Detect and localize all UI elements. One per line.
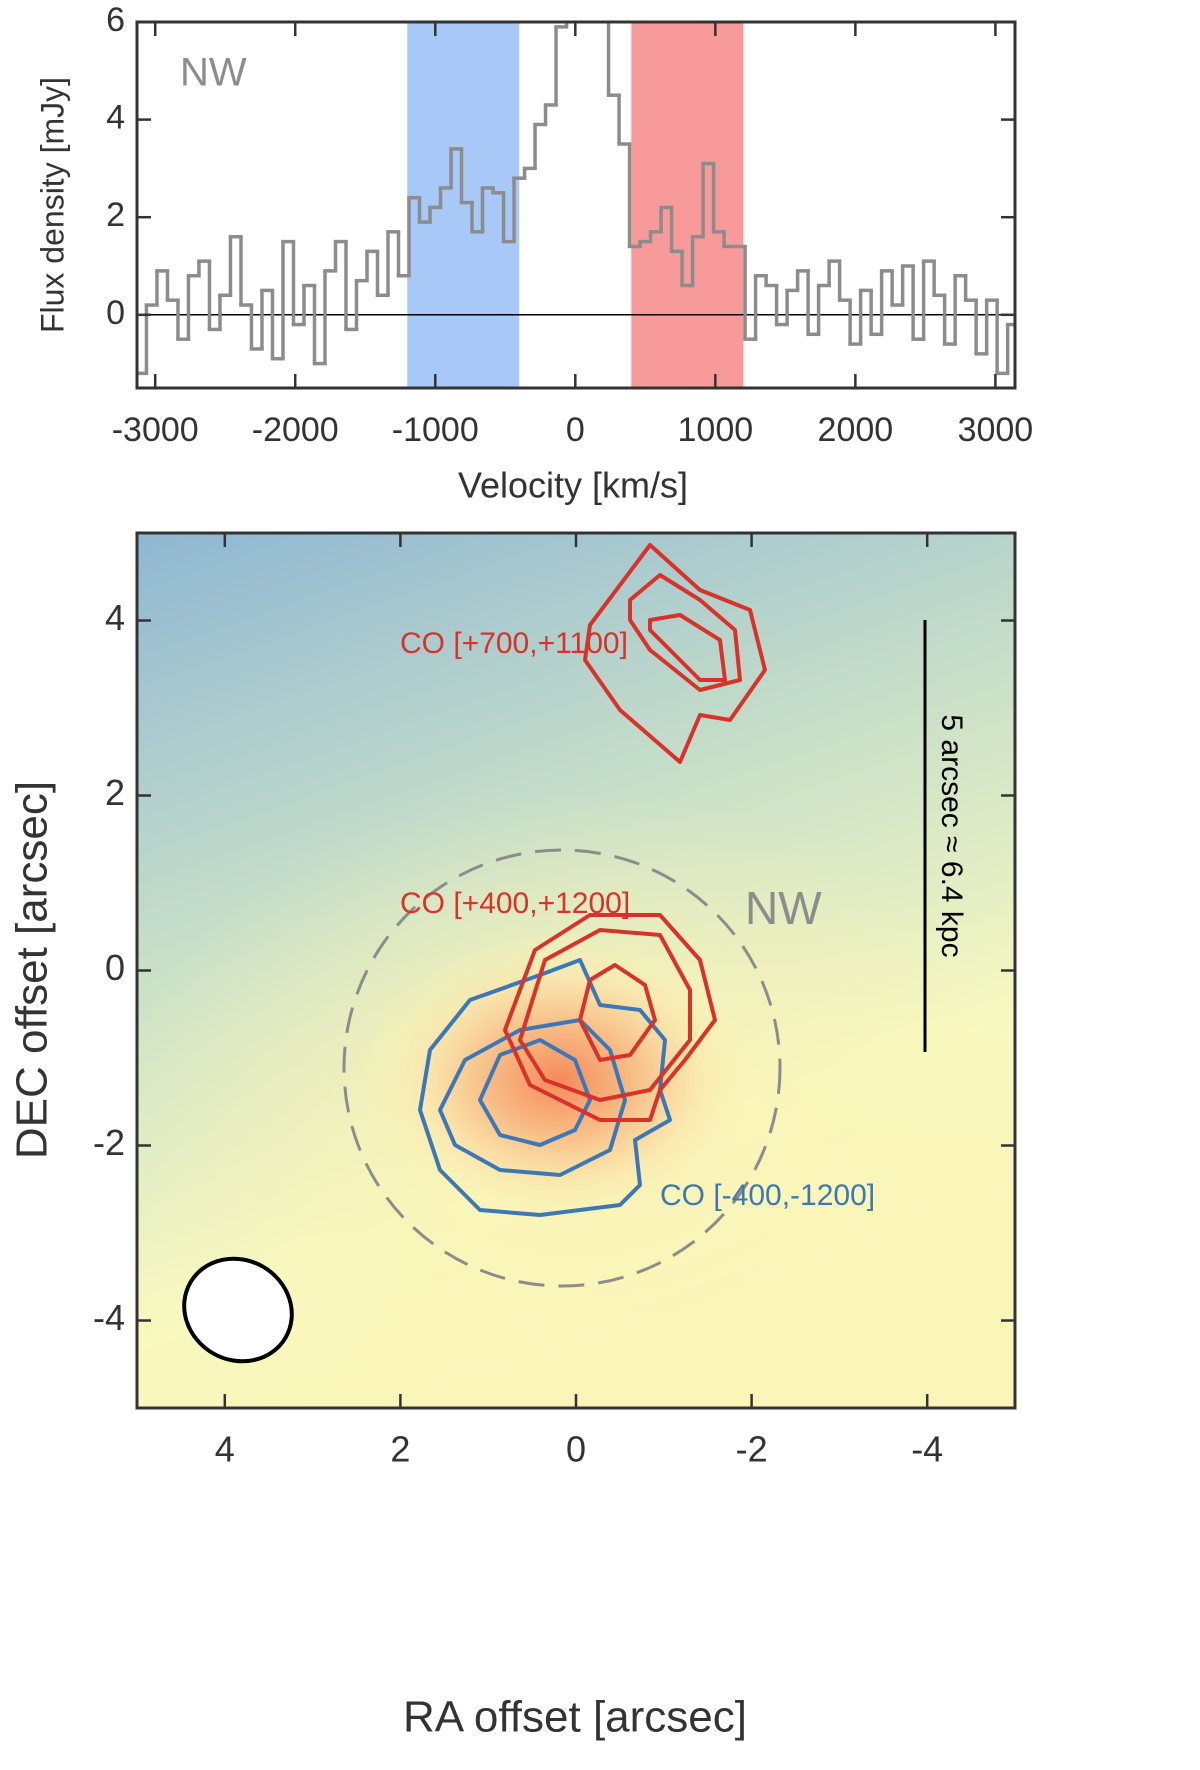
x-tick-label: -2 — [736, 1429, 768, 1470]
y-tick-label: 2 — [106, 196, 125, 234]
x-tick-label: 0 — [566, 411, 585, 449]
y-tick-label: 4 — [106, 99, 125, 137]
contour — [628, 573, 742, 692]
beam — [182, 1256, 294, 1364]
axes-frame — [135, 531, 1017, 1410]
map-panel: CO [+700,+1100] CO [+400,+1200] CO [-400… — [8, 531, 1017, 1742]
x-tick-label: 2000 — [818, 411, 894, 449]
annotation: CO [+400,+1200] — [400, 887, 630, 920]
x-tick-label: 3000 — [958, 411, 1034, 449]
x-axis-label: RA offset [arcsec] — [403, 1693, 747, 1742]
aperture — [342, 848, 782, 1288]
x-tick-label: 1000 — [678, 411, 754, 449]
velocity-band — [631, 22, 744, 388]
annotation: CO [+700,+1100] — [400, 627, 628, 660]
map-image — [137, 533, 1015, 1408]
contour — [578, 963, 657, 1062]
contour — [503, 913, 717, 1122]
scale-label: 5 arcsec ≈ 6.4 kpc — [935, 714, 968, 957]
emission — [360, 930, 760, 1230]
x-tick-label: 0 — [566, 1429, 586, 1470]
contours — [418, 543, 767, 1217]
axes-frame — [135, 20, 1017, 390]
plot-area — [137, 22, 1015, 388]
annotation: NW — [180, 51, 247, 95]
x-tick-label: -2000 — [252, 411, 339, 449]
velocity-band — [407, 22, 520, 388]
x-tick-label: -4 — [911, 1429, 943, 1470]
y-tick-label: 4 — [105, 597, 125, 638]
y-tick-label: 6 — [106, 1, 125, 39]
x-tick-label: 4 — [215, 1429, 235, 1470]
x-axis-label: Velocity [km/s] — [458, 465, 688, 506]
annotation: CO [-400,-1200] — [660, 1179, 875, 1212]
contour — [438, 1018, 627, 1177]
y-tick-label: 0 — [106, 294, 125, 332]
y-tick-label: 0 — [105, 947, 125, 988]
x-tick-label: -1000 — [392, 411, 479, 449]
spectrum-panel: Velocity [km/s] Flux density [mJy] NW -30… — [34, 1, 1034, 506]
y-tick-label: -2 — [93, 1122, 125, 1163]
contour — [583, 543, 767, 764]
x-tick-label: 2 — [390, 1429, 410, 1470]
y-axis-label: DEC offset [arcsec] — [8, 781, 57, 1159]
y-tick-label: -4 — [93, 1297, 125, 1338]
contour — [518, 928, 692, 1102]
contour — [648, 613, 727, 682]
y-tick-label: 2 — [105, 772, 125, 813]
y-axis-label: Flux density [mJy] — [34, 77, 70, 333]
annotation: NW — [745, 882, 822, 934]
x-tick-label: -3000 — [112, 411, 199, 449]
